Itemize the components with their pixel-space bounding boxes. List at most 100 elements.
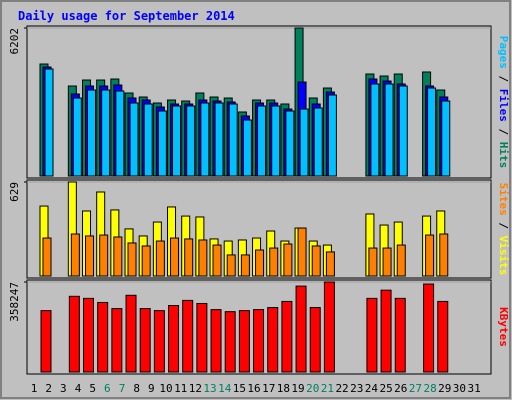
bar bbox=[425, 234, 435, 277]
legend: Pages / Files / Hits bbox=[497, 36, 510, 169]
bar bbox=[168, 305, 180, 373]
bar bbox=[427, 87, 437, 177]
bar bbox=[42, 237, 52, 277]
x-tick-label: 26 bbox=[394, 382, 407, 395]
bar bbox=[153, 310, 165, 373]
bar bbox=[309, 307, 321, 373]
x-tick-label: 12 bbox=[189, 382, 202, 395]
legend-entry: Pages bbox=[497, 36, 510, 69]
x-tick-label: 21 bbox=[321, 382, 334, 395]
x-tick-label: 14 bbox=[218, 382, 232, 395]
legend-entry: Files bbox=[497, 89, 510, 122]
bar bbox=[297, 227, 307, 277]
bar bbox=[368, 247, 378, 277]
x-tick-label: 7 bbox=[119, 382, 126, 395]
bar bbox=[143, 103, 153, 177]
x-tick-label: 29 bbox=[438, 382, 451, 395]
bar bbox=[327, 94, 337, 177]
bar bbox=[83, 297, 95, 373]
bar bbox=[325, 251, 335, 277]
bar bbox=[113, 236, 123, 277]
bar bbox=[311, 245, 321, 277]
legend-entry: Visits bbox=[497, 236, 510, 276]
legend: KBytes bbox=[497, 307, 510, 347]
x-tick-label: 24 bbox=[365, 382, 379, 395]
bar bbox=[99, 234, 109, 277]
bar bbox=[396, 244, 406, 277]
x-tick-label: 28 bbox=[423, 382, 436, 395]
chart-title: Daily usage for September 2014 bbox=[18, 9, 235, 23]
x-tick-label: 30 bbox=[453, 382, 466, 395]
bar bbox=[196, 302, 208, 373]
bar bbox=[198, 239, 208, 277]
bar bbox=[224, 311, 236, 373]
x-tick-label: 13 bbox=[203, 382, 216, 395]
x-tick-label: 4 bbox=[75, 382, 82, 395]
bar bbox=[313, 107, 323, 177]
x-tick-label: 25 bbox=[379, 382, 392, 395]
bar bbox=[394, 297, 406, 373]
bar bbox=[380, 289, 392, 373]
x-tick-label: 2 bbox=[45, 382, 52, 395]
bar bbox=[323, 281, 335, 373]
bar bbox=[269, 247, 279, 277]
x-tick-label: 18 bbox=[277, 382, 290, 395]
bar bbox=[70, 233, 80, 277]
bar bbox=[141, 245, 151, 277]
bar bbox=[214, 102, 224, 177]
bar bbox=[295, 285, 307, 373]
bar bbox=[155, 240, 165, 277]
y-tick-label: 629 bbox=[8, 182, 21, 202]
bar bbox=[384, 83, 394, 177]
bar bbox=[97, 301, 109, 373]
x-tick-label: 31 bbox=[467, 382, 480, 395]
bar bbox=[157, 110, 167, 177]
bar bbox=[139, 308, 151, 373]
bar bbox=[101, 89, 111, 177]
legend-separator: / bbox=[497, 216, 510, 236]
x-tick-label: 5 bbox=[89, 382, 96, 395]
bar bbox=[182, 299, 194, 373]
y-tick-label: 6202 bbox=[8, 28, 21, 55]
legend-separator: / bbox=[497, 69, 510, 89]
bar bbox=[255, 249, 265, 277]
bar bbox=[441, 100, 451, 177]
legend: Sites / Visits bbox=[497, 183, 510, 276]
bar bbox=[281, 300, 293, 373]
bar bbox=[240, 254, 250, 277]
x-tick-label: 20 bbox=[306, 382, 319, 395]
x-tick-label: 16 bbox=[247, 382, 260, 395]
bar bbox=[115, 90, 125, 177]
x-tick-label: 17 bbox=[262, 382, 275, 395]
x-tick-label: 19 bbox=[291, 382, 304, 395]
bar bbox=[398, 85, 408, 177]
x-tick-label: 27 bbox=[409, 382, 422, 395]
bar bbox=[267, 307, 279, 373]
bar bbox=[186, 105, 196, 177]
bar bbox=[271, 105, 281, 177]
x-tick-label: 22 bbox=[335, 382, 348, 395]
bar bbox=[72, 97, 82, 177]
bar bbox=[238, 310, 250, 373]
bar bbox=[87, 89, 97, 177]
x-tick-label: 11 bbox=[174, 382, 187, 395]
x-tick-label: 15 bbox=[233, 382, 246, 395]
bar bbox=[299, 108, 309, 177]
bar bbox=[212, 244, 222, 277]
bar bbox=[382, 247, 392, 277]
bar bbox=[283, 243, 293, 277]
bar bbox=[370, 83, 380, 177]
bar bbox=[172, 105, 182, 177]
bar bbox=[40, 310, 52, 373]
bar bbox=[226, 254, 236, 277]
bar bbox=[184, 238, 194, 277]
x-tick-label: 6 bbox=[104, 382, 111, 395]
x-tick-label: 8 bbox=[133, 382, 140, 395]
bar bbox=[44, 68, 54, 177]
y-tick-label: 358247 bbox=[8, 282, 21, 322]
x-tick-label: 3 bbox=[60, 382, 67, 395]
bar bbox=[125, 294, 137, 373]
bar bbox=[242, 119, 252, 177]
